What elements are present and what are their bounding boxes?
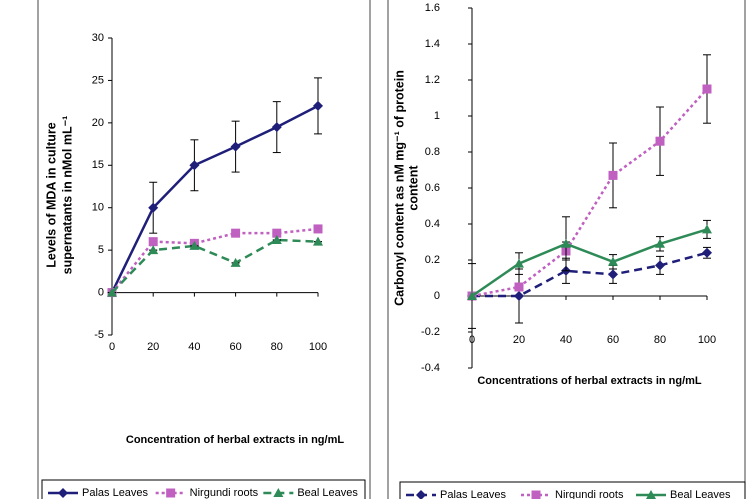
y-tick-label: -5 bbox=[94, 329, 104, 341]
marker bbox=[148, 245, 159, 255]
series-line bbox=[110, 104, 319, 294]
y-axis-label: supernatants in nMol mL⁻¹ bbox=[60, 116, 74, 275]
marker bbox=[271, 122, 282, 133]
x-axis-label: Concentration of herbal extracts in ng/m… bbox=[126, 434, 344, 446]
marker bbox=[608, 170, 618, 180]
y-axis-label: content bbox=[406, 165, 420, 211]
legend-label: Nirgundi roots bbox=[190, 487, 259, 499]
legend-marker bbox=[416, 490, 426, 499]
legend-label: Beal Leaves bbox=[670, 489, 731, 499]
marker bbox=[189, 160, 200, 171]
y-tick-label: 0 bbox=[98, 286, 104, 298]
y-tick-label: 1 bbox=[434, 110, 440, 122]
y-tick-label: 1.4 bbox=[425, 38, 440, 50]
marker bbox=[313, 100, 323, 111]
x-tick-label: 100 bbox=[309, 341, 327, 353]
marker bbox=[702, 247, 712, 258]
marker bbox=[313, 224, 323, 234]
legend-label: Nirgundi roots bbox=[555, 489, 624, 499]
marker bbox=[514, 291, 524, 301]
y-tick-label: 20 bbox=[92, 117, 104, 129]
x-tick-label: 60 bbox=[607, 334, 619, 346]
x-tick-label: 20 bbox=[147, 341, 159, 353]
marker bbox=[655, 260, 665, 271]
x-tick-label: 100 bbox=[698, 334, 716, 346]
x-tick-label: 40 bbox=[188, 341, 200, 353]
y-tick-label: 15 bbox=[92, 159, 104, 171]
marker bbox=[230, 257, 241, 267]
series-line bbox=[471, 88, 708, 298]
legend-marker bbox=[646, 490, 656, 499]
legend-marker bbox=[58, 488, 68, 498]
y-tick-label: 25 bbox=[92, 74, 104, 86]
y-tick-label: 0.6 bbox=[425, 182, 440, 194]
y-axis-label: Carbonyl content as nM mg⁻¹ of protein bbox=[392, 70, 406, 306]
x-tick-label: 60 bbox=[229, 341, 241, 353]
marker bbox=[313, 236, 323, 246]
marker bbox=[107, 287, 117, 297]
y-tick-label: 30 bbox=[92, 32, 104, 44]
y-tick-label: 0.4 bbox=[425, 218, 440, 230]
marker bbox=[514, 282, 524, 292]
x-axis-label: Concentrations of herbal extracts in ng/… bbox=[477, 375, 702, 387]
marker bbox=[608, 269, 618, 280]
marker bbox=[272, 228, 282, 238]
legend-marker bbox=[166, 488, 176, 498]
series-line bbox=[472, 251, 708, 298]
marker bbox=[655, 136, 665, 146]
y-tick-label: 5 bbox=[98, 244, 104, 256]
y-tick-label: 1.6 bbox=[425, 2, 440, 14]
legend-label: Palas Leaves bbox=[82, 487, 149, 499]
y-axis-label: Levels of MDA in culture bbox=[44, 122, 58, 267]
y-tick-label: -0.4 bbox=[421, 362, 440, 374]
y-tick-label: 0 bbox=[434, 290, 440, 302]
marker bbox=[271, 234, 282, 244]
marker bbox=[561, 238, 571, 248]
x-tick-label: 0 bbox=[469, 334, 475, 346]
x-tick-label: 40 bbox=[560, 334, 572, 346]
y-tick-label: 1.2 bbox=[425, 74, 440, 86]
marker bbox=[608, 256, 618, 266]
y-tick-label: 10 bbox=[92, 202, 104, 214]
y-tick-label: -0.2 bbox=[421, 326, 440, 338]
legend-label: Palas Leaves bbox=[440, 489, 507, 499]
marker bbox=[148, 237, 158, 247]
x-tick-label: 0 bbox=[109, 341, 115, 353]
series-line bbox=[111, 227, 319, 294]
x-tick-label: 80 bbox=[271, 341, 283, 353]
marker bbox=[467, 291, 477, 300]
y-tick-label: 0.8 bbox=[425, 146, 440, 158]
y-tick-label: 0.2 bbox=[425, 254, 440, 266]
legend-label: Beal Leaves bbox=[297, 487, 358, 499]
marker bbox=[231, 228, 241, 238]
marker bbox=[655, 238, 665, 248]
marker bbox=[702, 84, 712, 94]
legend-marker bbox=[273, 488, 284, 497]
legend-marker bbox=[531, 490, 541, 499]
series-line bbox=[111, 238, 319, 294]
x-tick-label: 80 bbox=[654, 334, 666, 346]
marker bbox=[148, 202, 159, 213]
marker bbox=[189, 240, 200, 250]
marker bbox=[514, 258, 524, 268]
x-tick-label: 20 bbox=[513, 334, 525, 346]
marker bbox=[702, 224, 712, 234]
marker bbox=[230, 141, 241, 152]
series-line bbox=[471, 228, 708, 298]
